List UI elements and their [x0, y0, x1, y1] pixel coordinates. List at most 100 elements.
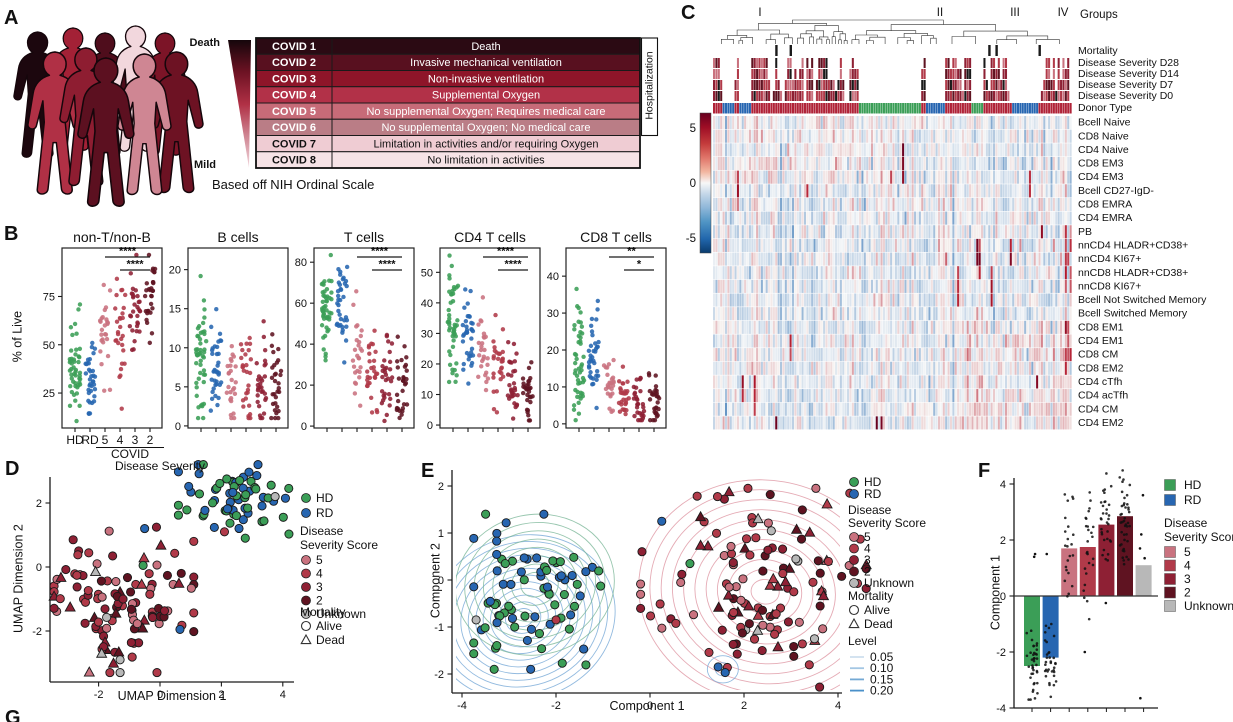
- heatmap-row-label: CD8 EM3: [1078, 158, 1124, 170]
- svg-text:40: 40: [295, 339, 307, 351]
- table-row: COVID 1 Death: [255, 37, 641, 55]
- bars: [1024, 516, 1152, 666]
- group-numeral: I: [758, 7, 761, 19]
- severity-scale-death-label: Death: [189, 37, 220, 49]
- svg-text:20: 20: [547, 345, 559, 357]
- legend-level-0.20: 0.20: [870, 684, 894, 698]
- legend-hd: HD: [864, 475, 882, 489]
- svg-text:0: 0: [427, 420, 433, 432]
- legend-alive: Alive: [864, 603, 890, 617]
- x-tick-label: 5: [102, 433, 109, 447]
- svg-text:75: 75: [43, 291, 55, 303]
- svg-text:40: 40: [547, 271, 559, 283]
- heatmap-row-label: PB: [1078, 226, 1092, 238]
- svg-text:30: 30: [421, 328, 433, 340]
- data-points: [571, 286, 662, 423]
- heatmap-row-label: nnCD4 KI67+: [1078, 253, 1141, 265]
- heatmap-row-label: nnCD8 KI67+: [1078, 280, 1141, 292]
- table-row: COVID 2 Invasive mechanical ventilation: [255, 53, 641, 71]
- strip-plot-cd8-t-cells: CD8 T cells 0 10 20 30 40 ***: [547, 229, 667, 432]
- panelf-y-axis-title: Component 1: [988, 555, 1003, 631]
- annotation-rows: [713, 45, 1072, 114]
- legend-severity-2: 2: [864, 565, 871, 579]
- strip-plot-b-cells: B cells 0 5 10 15 20: [169, 229, 289, 433]
- legend-level-0.05: 0.05: [870, 650, 894, 664]
- legend-severity-2: 2: [1184, 586, 1191, 600]
- heatmap-row-label: CD4 CM: [1078, 403, 1118, 415]
- legend-mortality: Mortality: [300, 605, 345, 619]
- strip-plot-cd4-t-cells: CD4 T cells 0 10 20 30 40 50 ********: [421, 229, 541, 432]
- bar-jitter-points: [1025, 469, 1146, 701]
- svg-text:80: 80: [295, 257, 307, 269]
- annotation-row-label: Disease Severity D14: [1078, 68, 1179, 80]
- plot-title: CD8 T cells: [580, 229, 652, 245]
- heatmap-groups-label: Groups: [1080, 9, 1118, 21]
- group-numeral: III: [1010, 7, 1020, 19]
- table-row: COVID 6 No supplemental Oxygen; No medica…: [255, 118, 641, 136]
- group-numerals: I II III IV: [758, 7, 1068, 19]
- group-numeral: IV: [1058, 7, 1069, 19]
- covid-score-cell: COVID 3: [272, 73, 316, 85]
- data-points: [319, 252, 410, 424]
- covid-desc-cell: No supplemental Oxygen; Requires medical…: [366, 106, 605, 118]
- legend-severity-score: Severity Score: [300, 538, 378, 552]
- panele-y-axis-title: Component 2: [428, 543, 443, 619]
- significance-stars: ****: [371, 246, 389, 258]
- legend-severity-4: 4: [1184, 559, 1191, 573]
- svg-text:20: 20: [169, 265, 181, 277]
- umap-points: [48, 460, 294, 678]
- svg-text:20: 20: [421, 359, 433, 371]
- heatmap-row-label: CD4 EMRA: [1078, 212, 1132, 224]
- heatmap-body: [713, 116, 1072, 430]
- nih-scale-caption: Based off NIH Ordinal Scale: [212, 177, 375, 192]
- legend-rd: RD: [316, 506, 334, 520]
- svg-text:10: 10: [421, 390, 433, 402]
- heatmap-row-label: CD4 EM3: [1078, 171, 1124, 183]
- plot-title: CD4 T cells: [454, 229, 526, 245]
- svg-text:15: 15: [169, 304, 181, 316]
- legend-disease: Disease: [848, 503, 892, 517]
- table-row: COVID 4 Supplemental Oxygen: [255, 86, 641, 104]
- x-tick-label: 4: [117, 433, 124, 447]
- legend-hd: HD: [1184, 478, 1202, 492]
- covid-score-cell: COVID 2: [272, 57, 316, 69]
- severity-scale-mild-label: Mild: [194, 159, 216, 171]
- table-row: COVID 7 Limitation in activities and/or r…: [255, 135, 641, 153]
- covid-score-cell: COVID 4: [272, 90, 317, 102]
- x-tick-label: 3: [132, 433, 139, 447]
- plot-title: non-T/non-B: [73, 229, 151, 245]
- heatmap-row-label: CD8 CM: [1078, 349, 1118, 361]
- annotation-row-label: Disease Severity D28: [1078, 57, 1179, 69]
- covid-desc-cell: No supplemental Oxygen; No medical care: [381, 122, 590, 134]
- plot-title: B cells: [217, 229, 258, 245]
- heatmap-row-label: Bcell Not Switched Memory: [1078, 294, 1207, 306]
- svg-text:40: 40: [421, 298, 433, 310]
- panel-d-umap-scatter: -2 0 2 420-2: [32, 460, 294, 701]
- legend-alive: Alive: [316, 619, 342, 633]
- svg-text:0: 0: [175, 421, 181, 433]
- legend-disease: Disease: [300, 524, 344, 538]
- strip-plot-t-cells: T cells 0 20 40 60 80 ********: [295, 229, 415, 433]
- panel-label-f: F: [978, 460, 991, 482]
- panel-label-a: A: [4, 7, 19, 29]
- panele-x-axis-title: Component 1: [609, 699, 685, 713]
- covid-score-cell: COVID 7: [272, 138, 316, 150]
- colorbar-tick: 5: [690, 123, 696, 135]
- heatmap-row-label: CD4 cTfh: [1078, 376, 1123, 388]
- panelb-x-axis-title: Disease Severity: [114, 459, 206, 473]
- svg-text:0: 0: [301, 421, 307, 433]
- legend-dead: Dead: [316, 633, 345, 647]
- significance-stars: ****: [504, 259, 522, 271]
- svg-text:50: 50: [421, 267, 433, 279]
- legend-severity-score: Severity Score: [1164, 530, 1233, 544]
- heatmap-row-label: nnCD4 HLADR+CD38+: [1078, 239, 1188, 251]
- x-tick-label: RD: [81, 433, 99, 447]
- significance-stars: ****: [119, 246, 137, 258]
- legend-severity-Unknown: Unknown: [316, 607, 366, 621]
- legend-rd: RD: [1184, 493, 1202, 507]
